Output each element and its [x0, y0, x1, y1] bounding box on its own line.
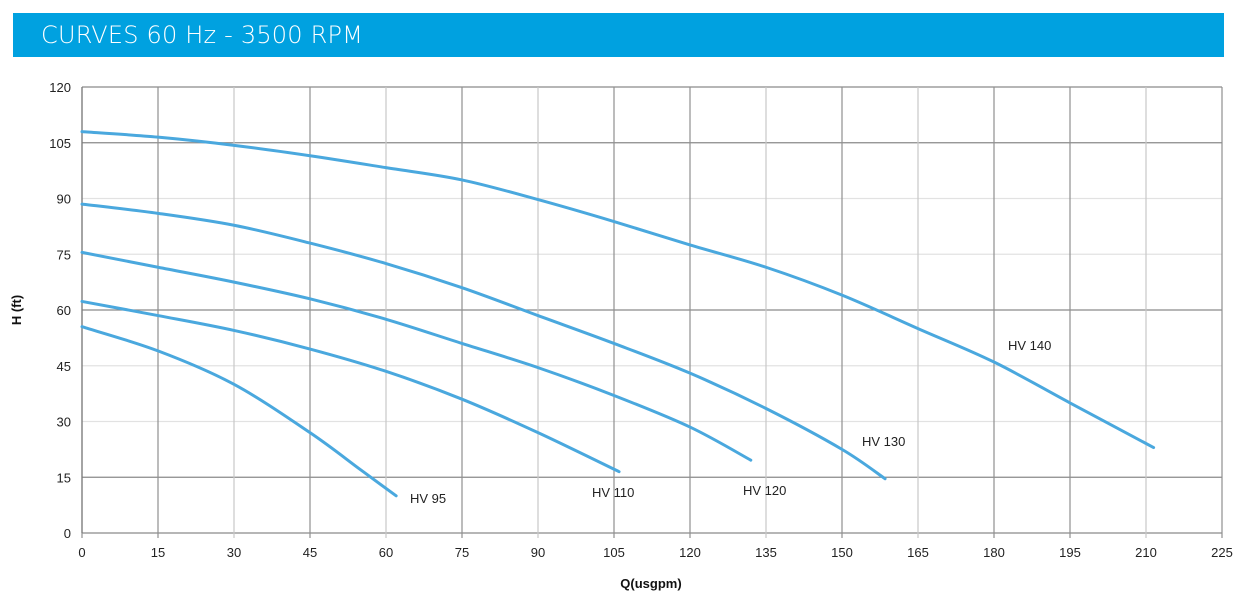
- curve-label: HV 120: [743, 483, 786, 498]
- y-tick-label: 30: [57, 415, 71, 430]
- curve-label: HV 95: [410, 491, 446, 506]
- x-tick-label: 90: [531, 545, 545, 560]
- x-tick-label: 195: [1059, 545, 1081, 560]
- x-tick-label: 45: [303, 545, 317, 560]
- x-tick-label: 225: [1211, 545, 1233, 560]
- tick-labels: 0 15 30 45 60 75 90 105 120 0 15 30 45 60 75 90 105 120 13…: [49, 80, 1233, 560]
- curve-label: HV 110: [592, 485, 634, 500]
- x-tick-label: 180: [983, 545, 1005, 560]
- curve-hv-120: [80, 250, 753, 462]
- curve-hv-110: [80, 299, 621, 474]
- y-axis-label: H (ft): [9, 295, 24, 325]
- grid: [81, 86, 1223, 538]
- x-axis-label: Q(usgpm): [620, 576, 681, 591]
- x-tick-label: 135: [755, 545, 777, 560]
- curve-hv-130: [80, 202, 887, 481]
- y-tick-label: 60: [57, 303, 71, 318]
- y-tick-label: 75: [57, 247, 71, 262]
- curve-hv-140: [80, 130, 1156, 450]
- curves: [80, 130, 1156, 498]
- curve-label: HV 130: [862, 434, 905, 449]
- x-tick-label: 15: [151, 545, 165, 560]
- x-tick-label: 165: [907, 545, 929, 560]
- curve-label: HV 140: [1008, 338, 1051, 353]
- y-tick-label: 120: [49, 80, 71, 95]
- y-tick-label: 15: [57, 470, 71, 485]
- chart-title: CURVES 60 Hz - 3500 RPM: [41, 21, 364, 49]
- y-tick-label: 90: [57, 192, 71, 207]
- x-tick-label: 75: [455, 545, 469, 560]
- y-tick-label: 105: [49, 136, 71, 151]
- title-banner: CURVES 60 Hz - 3500 RPM: [13, 13, 1224, 57]
- x-tick-label: 210: [1135, 545, 1157, 560]
- x-tick-label: 120: [679, 545, 701, 560]
- x-tick-label: 60: [379, 545, 393, 560]
- curve-hv-95: [80, 325, 398, 498]
- x-tick-label: 30: [227, 545, 241, 560]
- y-tick-label: 45: [57, 359, 71, 374]
- x-tick-label: 0: [78, 545, 85, 560]
- x-tick-label: 105: [603, 545, 625, 560]
- x-tick-label: 150: [831, 545, 853, 560]
- curve-labels: HV 95 HV 110 HV 120 HV 130 HV 140: [410, 338, 1051, 506]
- y-tick-label: 0: [64, 526, 71, 541]
